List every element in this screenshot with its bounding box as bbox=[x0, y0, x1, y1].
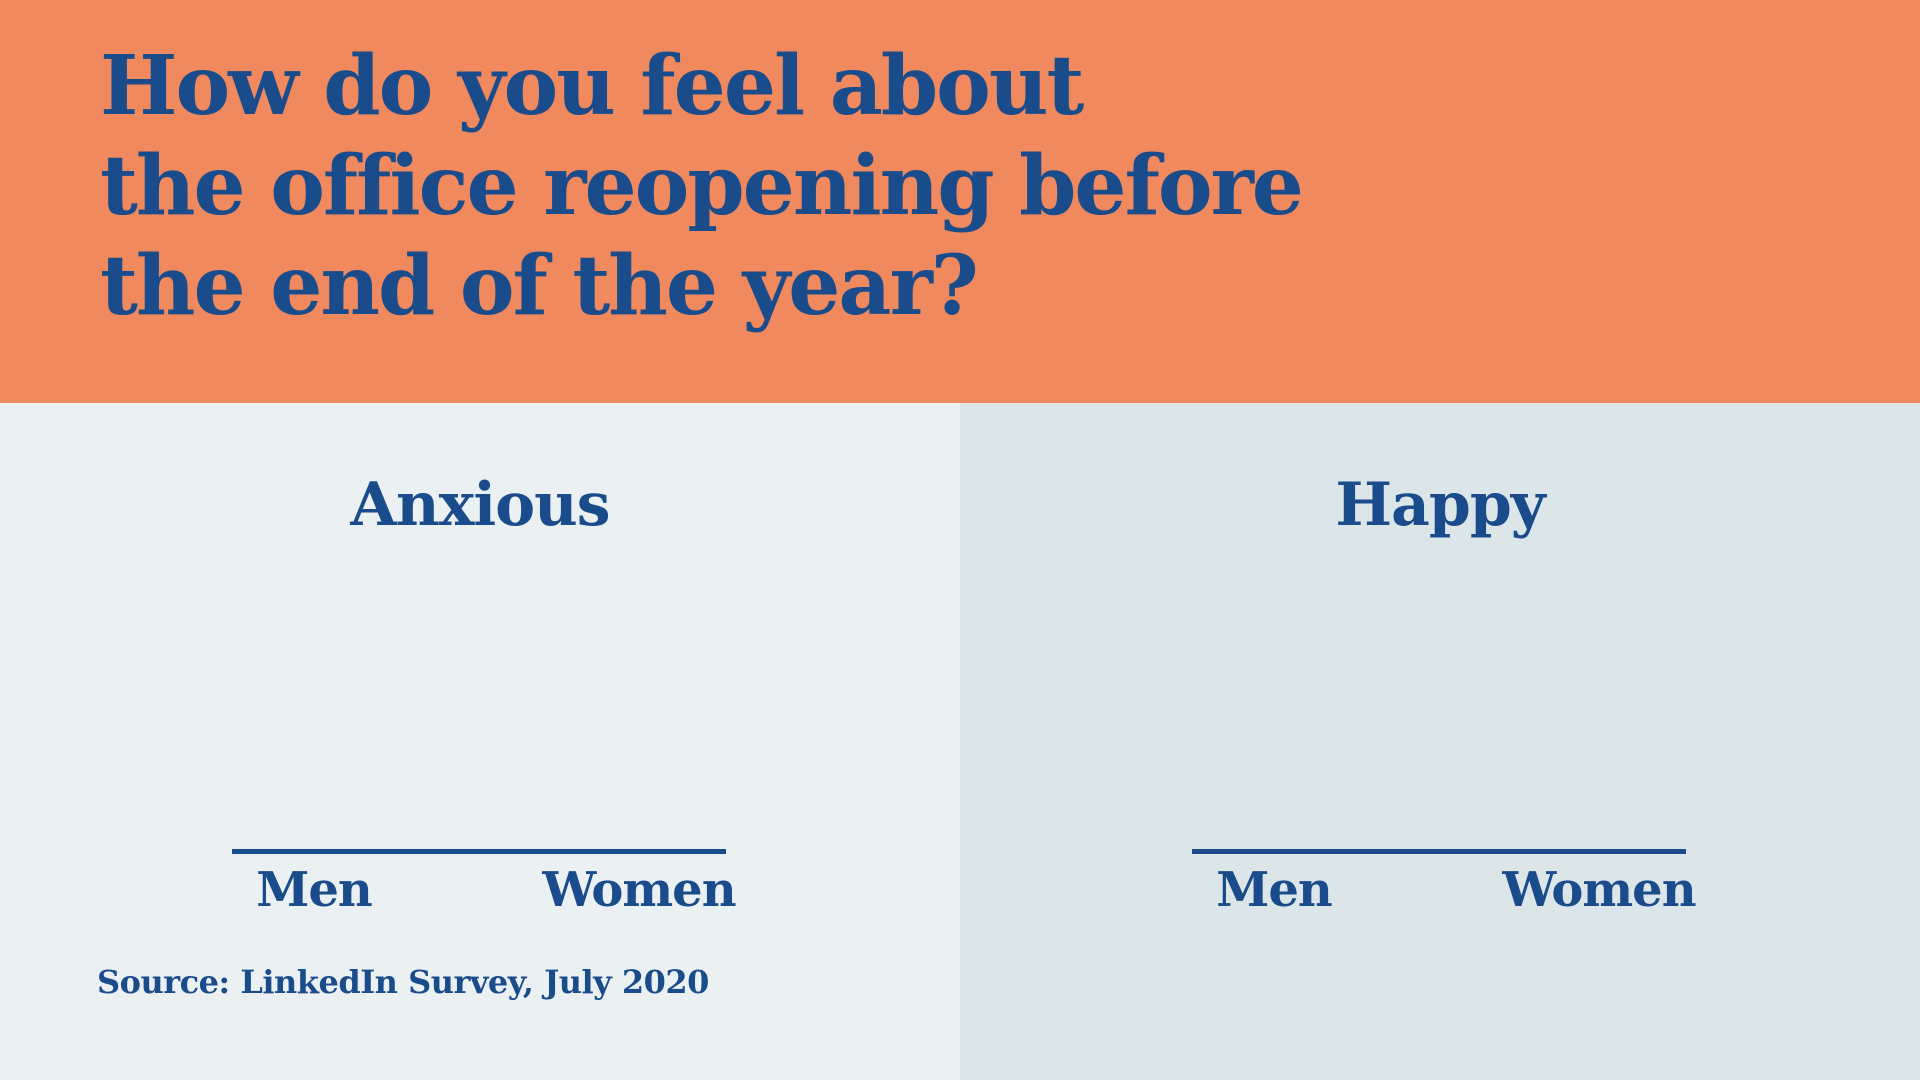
title-line-3: the end of the year? bbox=[100, 238, 979, 334]
page-title: How do you feel about the office reopeni… bbox=[100, 36, 1304, 336]
panel-anxious-heading: Anxious bbox=[350, 470, 610, 540]
title-line-2: the office reopening before bbox=[100, 138, 1304, 234]
source-note: Source: LinkedIn Survey, July 2020 bbox=[97, 963, 709, 1001]
anxious-men-label: Men bbox=[256, 862, 373, 918]
panel-happy-heading: Happy bbox=[1335, 470, 1545, 540]
title-line-1: How do you feel about bbox=[100, 38, 1084, 134]
anxious-chart-area bbox=[232, 563, 726, 849]
panel-happy: Happy Men Women bbox=[960, 403, 1920, 1080]
header-band: How do you feel about the office reopeni… bbox=[0, 0, 1920, 403]
anxious-women-label: Women bbox=[542, 862, 736, 918]
panel-anxious: Anxious Men Women Source: LinkedIn Surve… bbox=[0, 403, 960, 1080]
happy-chart-area bbox=[1192, 563, 1686, 849]
anxious-axis: Men Women bbox=[232, 849, 737, 969]
happy-axis: Men Women bbox=[1192, 849, 1697, 969]
happy-women-label: Women bbox=[1502, 862, 1696, 918]
anxious-axis-line bbox=[232, 849, 726, 854]
happy-men-label: Men bbox=[1216, 862, 1333, 918]
happy-axis-line bbox=[1192, 849, 1686, 854]
